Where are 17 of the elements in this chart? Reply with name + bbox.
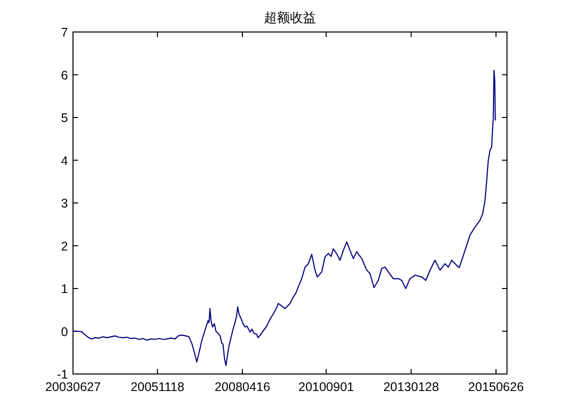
y-tick-label: 0: [61, 324, 68, 339]
y-tick-label: -1: [56, 368, 68, 382]
x-tick-label: 20150626: [468, 380, 524, 394]
x-tick-label: 20100901: [298, 380, 354, 394]
chart-title: 超额收益: [264, 10, 316, 25]
line-series: [72, 70, 496, 366]
y-tick-label: 4: [61, 154, 68, 168]
y-tick-label: 2: [61, 239, 68, 254]
x-tick-label: 20051118: [130, 380, 184, 394]
x-tick-label: 20130128: [383, 380, 439, 394]
x-tick-label: 20080416: [214, 380, 270, 394]
y-tick-label: 6: [61, 68, 68, 82]
x-tick-label: 20030627: [45, 380, 101, 394]
y-tick-label: 1: [61, 282, 68, 296]
y-tick-label: 5: [61, 111, 68, 125]
y-tick-label: 7: [61, 26, 68, 40]
y-tick-label: 3: [61, 196, 68, 210]
